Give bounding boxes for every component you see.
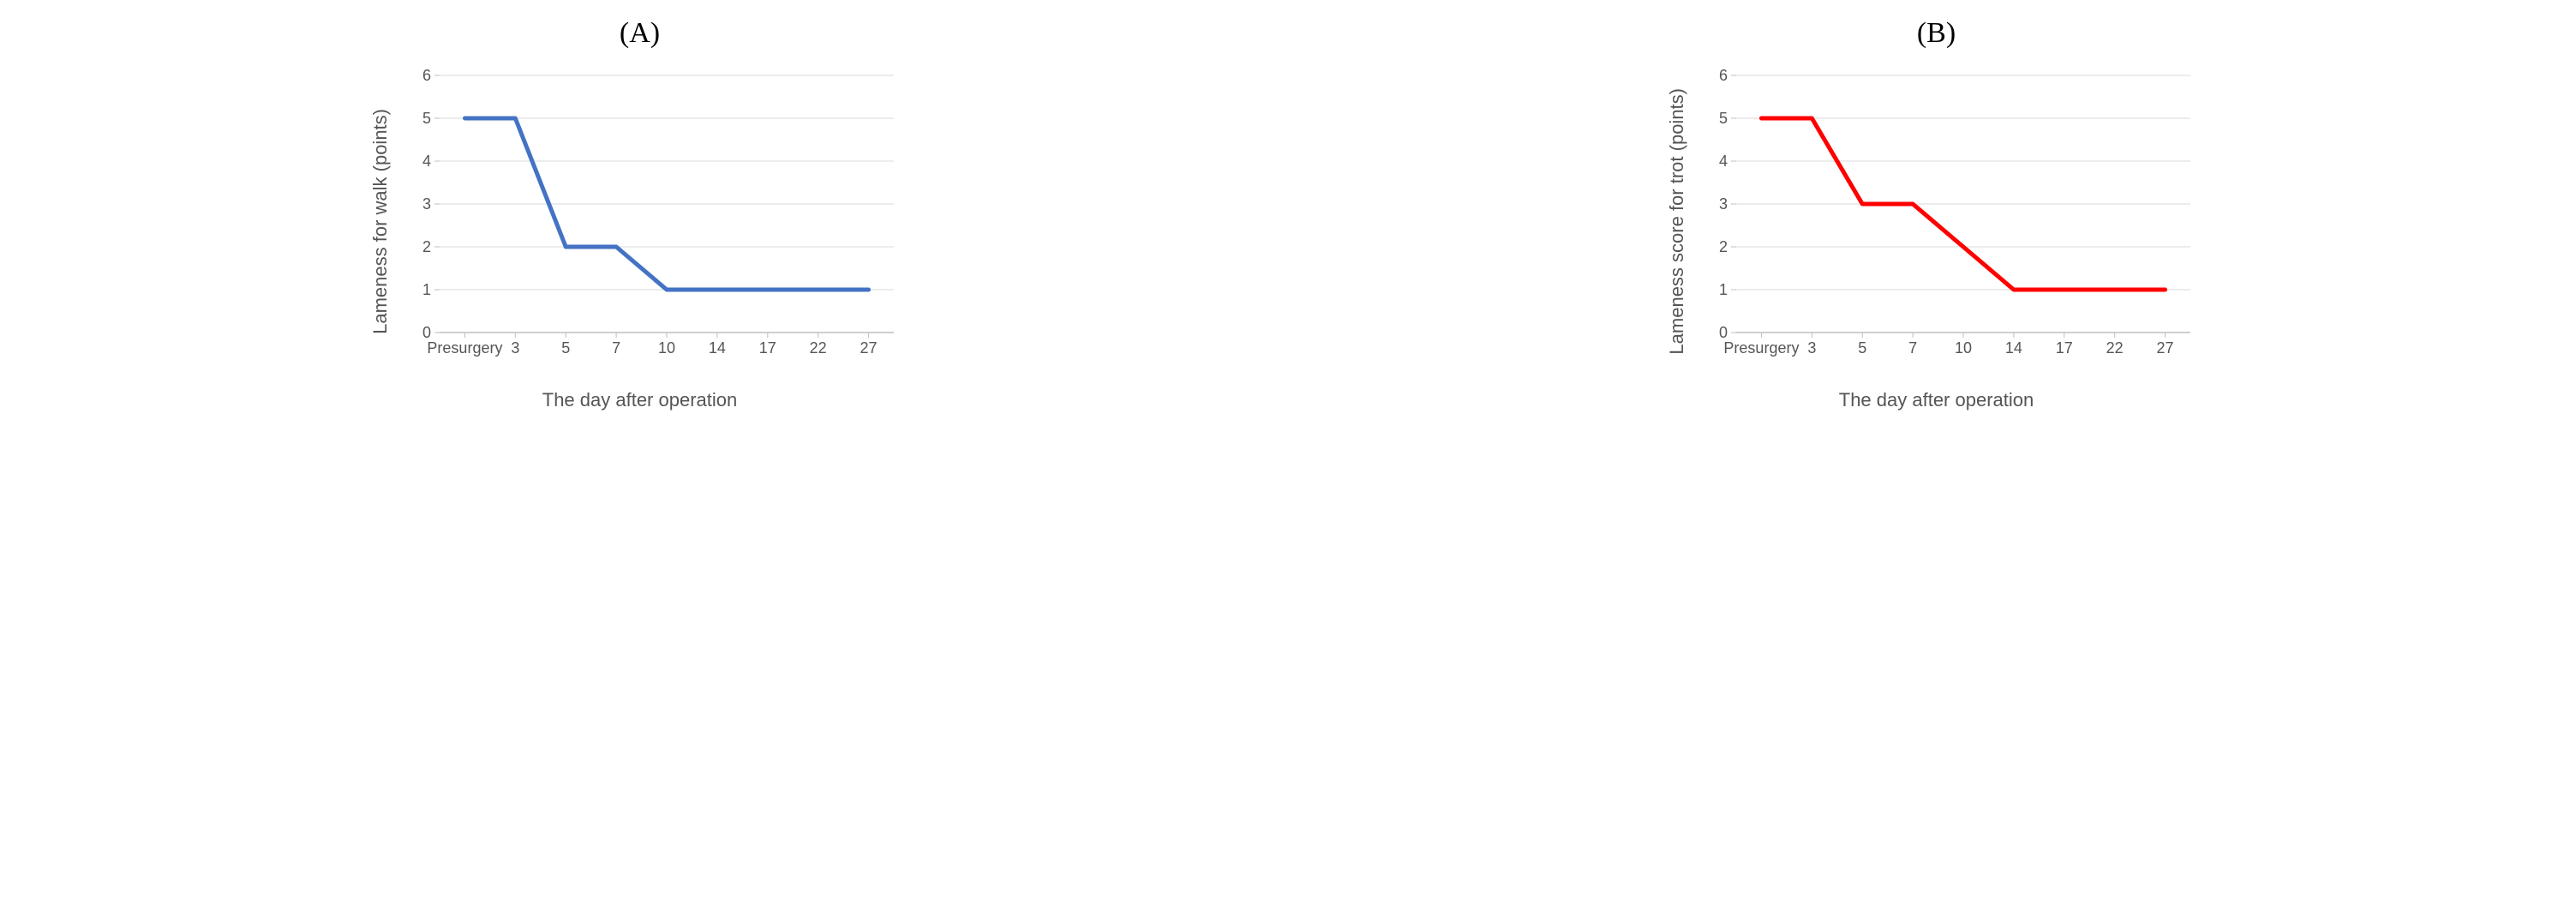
panel-a: (A) Lameness for walk (points) 0 1 2 3 4 5 6 Pr… — [17, 17, 1262, 411]
svg-text:17: 17 — [758, 339, 776, 357]
svg-text:5: 5 — [422, 110, 430, 127]
svg-text:4: 4 — [422, 153, 430, 170]
svg-text:27: 27 — [2156, 339, 2173, 357]
svg-text:7: 7 — [612, 339, 620, 357]
figure-container: (A) Lameness for walk (points) 0 1 2 3 4 5 6 Pr… — [17, 17, 2559, 411]
panel-b-chart-wrap: Lameness score for trot (points) 0 1 2 3 4 5 6… — [1666, 58, 2208, 384]
panel-b-ylabel: Lameness score for trot (points) — [1666, 88, 1688, 355]
svg-text:3: 3 — [511, 339, 519, 357]
panel-a-xlabel: The day after operation — [542, 389, 737, 411]
svg-text:Presurgery: Presurgery — [427, 339, 502, 357]
svg-text:1: 1 — [422, 281, 430, 298]
panel-a-title: (A) — [620, 17, 660, 50]
svg-text:14: 14 — [708, 339, 725, 357]
panel-b: (B) Lameness score for trot (points) 0 1 2… — [1314, 17, 2559, 411]
panel-a-ylabel: Lameness for walk (points) — [369, 109, 392, 334]
svg-text:Presurgery: Presurgery — [1723, 339, 1799, 357]
svg-text:6: 6 — [422, 67, 430, 84]
panel-b-title: (B) — [1917, 17, 1956, 50]
svg-text:10: 10 — [657, 339, 674, 357]
svg-text:5: 5 — [1718, 110, 1727, 127]
panel-a-chart: 0 1 2 3 4 5 6 Presurgery 3 5 7 10 14 17 22 27 — [397, 58, 911, 384]
svg-text:0: 0 — [422, 324, 430, 341]
svg-text:5: 5 — [561, 339, 570, 357]
svg-text:22: 22 — [809, 339, 826, 357]
svg-text:3: 3 — [1718, 195, 1727, 213]
panel-b-xlabel: The day after operation — [1839, 389, 2034, 411]
svg-text:27: 27 — [860, 339, 877, 357]
svg-text:0: 0 — [1718, 324, 1727, 341]
svg-text:1: 1 — [1718, 281, 1727, 298]
svg-text:17: 17 — [2055, 339, 2072, 357]
svg-text:3: 3 — [1807, 339, 1816, 357]
svg-text:22: 22 — [2106, 339, 2123, 357]
svg-text:3: 3 — [422, 195, 430, 213]
panel-a-chart-wrap: Lameness for walk (points) 0 1 2 3 4 5 6 Presur… — [369, 58, 911, 384]
svg-text:2: 2 — [422, 238, 430, 255]
panel-b-chart: 0 1 2 3 4 5 6 Presurgery 3 5 7 10 14 17 22 27 — [1693, 58, 2208, 384]
svg-text:2: 2 — [1718, 238, 1727, 255]
svg-text:6: 6 — [1718, 67, 1727, 84]
svg-text:5: 5 — [1858, 339, 1866, 357]
svg-text:7: 7 — [1908, 339, 1917, 357]
svg-text:10: 10 — [1954, 339, 1971, 357]
svg-text:14: 14 — [2004, 339, 2022, 357]
svg-text:4: 4 — [1718, 153, 1727, 170]
